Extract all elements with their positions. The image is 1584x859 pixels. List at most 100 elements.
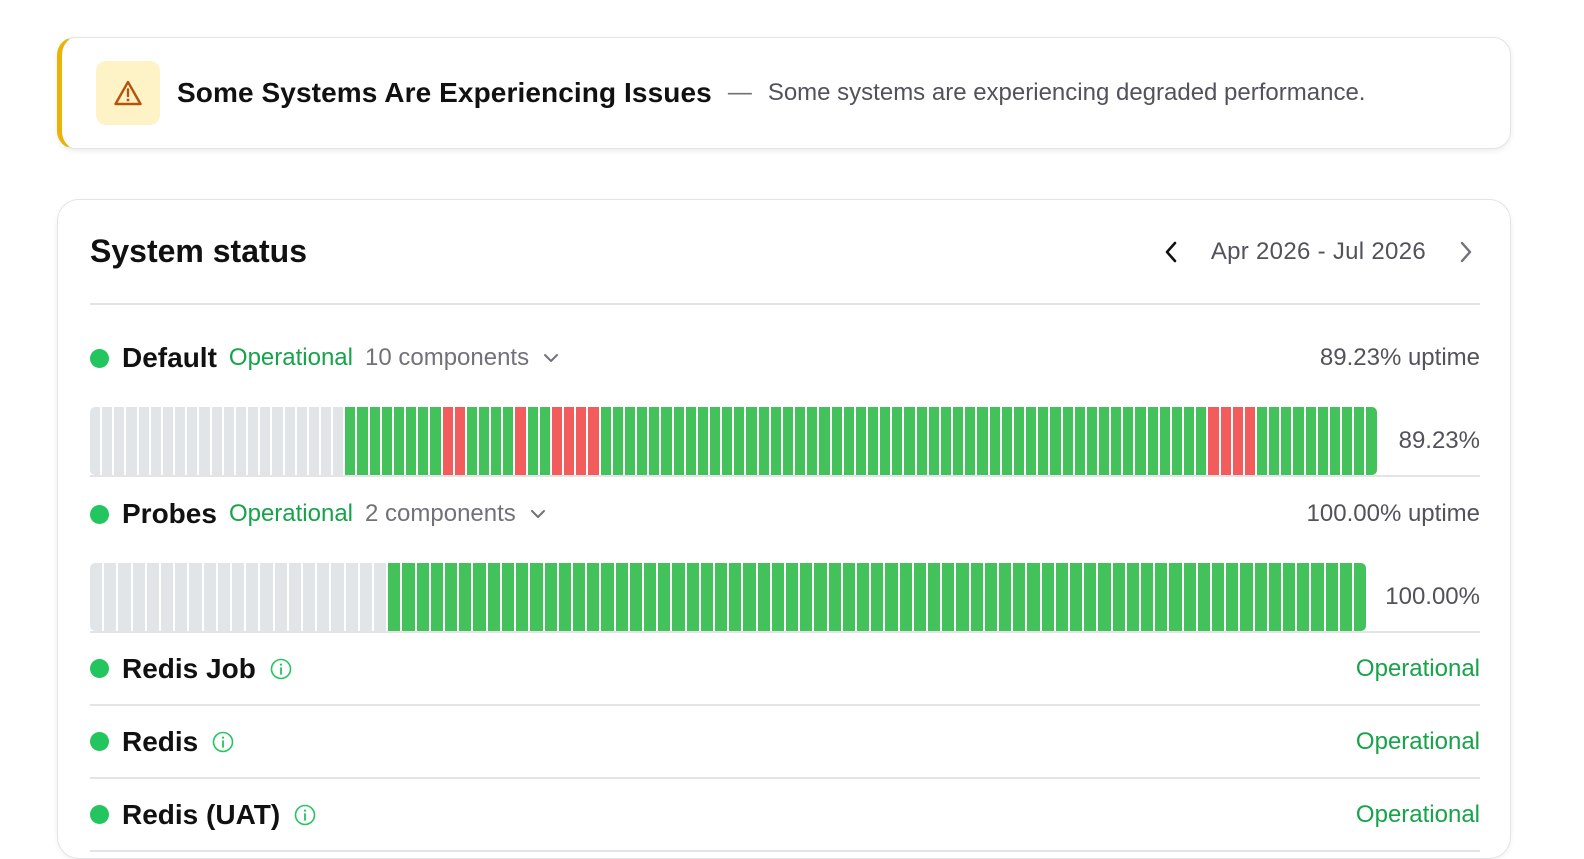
day-bar-operational[interactable] [856, 563, 870, 631]
day-bar-operational[interactable] [1311, 563, 1324, 631]
day-bar-operational[interactable] [479, 407, 490, 475]
day-bar-operational[interactable] [1098, 407, 1110, 475]
day-bar-operational[interactable] [1123, 407, 1134, 475]
day-bar-operational[interactable] [501, 563, 515, 631]
day-bar-operational[interactable] [643, 563, 657, 631]
day-bar-operational[interactable] [1070, 563, 1083, 631]
day-bar-operational[interactable] [418, 407, 429, 475]
day-bar-no-data[interactable] [138, 407, 149, 475]
day-bar-operational[interactable] [629, 563, 642, 631]
day-bar-no-data[interactable] [150, 407, 161, 475]
day-bar-outage[interactable] [515, 407, 526, 475]
day-bar-no-data[interactable] [187, 407, 198, 475]
day-bar-operational[interactable] [1268, 563, 1282, 631]
day-bar-operational[interactable] [770, 407, 781, 475]
day-bar-operational[interactable] [1038, 407, 1049, 475]
day-bar-operational[interactable] [697, 407, 708, 475]
day-bar-operational[interactable] [965, 407, 976, 475]
day-bar-operational[interactable] [709, 407, 721, 475]
day-bar-operational[interactable] [892, 407, 903, 475]
day-bar-no-data[interactable] [203, 563, 216, 631]
day-bar-operational[interactable] [807, 407, 818, 475]
day-bar-operational[interactable] [1171, 407, 1183, 475]
day-bar-operational[interactable] [516, 563, 529, 631]
day-bar-no-data[interactable] [248, 407, 259, 475]
day-bar-no-data[interactable] [199, 407, 210, 475]
day-bar-operational[interactable] [868, 407, 879, 475]
day-bar-operational[interactable] [649, 407, 660, 475]
day-bar-operational[interactable] [1041, 563, 1054, 631]
day-bar-operational[interactable] [1184, 407, 1195, 475]
day-bar-operational[interactable] [381, 407, 392, 475]
day-bar-operational[interactable] [1111, 407, 1122, 475]
day-bar-operational[interactable] [416, 563, 429, 631]
day-bar-operational[interactable] [1074, 407, 1085, 475]
day-bar-operational[interactable] [828, 563, 841, 631]
day-bar-operational[interactable] [899, 563, 912, 631]
day-bar-operational[interactable] [601, 563, 614, 631]
day-bar-operational[interactable] [1159, 407, 1170, 475]
day-bar-operational[interactable] [977, 407, 988, 475]
day-bar-operational[interactable] [953, 407, 964, 475]
day-bar-no-data[interactable] [104, 563, 117, 631]
day-bar-operational[interactable] [1155, 563, 1168, 631]
day-bar-operational[interactable] [734, 407, 745, 475]
day-bar-operational[interactable] [928, 407, 939, 475]
day-bar-operational[interactable] [1062, 407, 1073, 475]
day-bar-no-data[interactable] [331, 563, 344, 631]
day-bar-operational[interactable] [430, 563, 444, 631]
day-bar-operational[interactable] [785, 563, 799, 631]
day-bar-no-data[interactable] [308, 407, 319, 475]
day-bar-operational[interactable] [814, 563, 827, 631]
day-bar-no-data[interactable] [359, 563, 373, 631]
day-bar-operational[interactable] [1001, 407, 1012, 475]
day-bar-no-data[interactable] [102, 407, 113, 475]
day-bar-operational[interactable] [624, 407, 636, 475]
day-bar-operational[interactable] [1293, 407, 1304, 475]
day-bar-operational[interactable] [1086, 407, 1097, 475]
day-bar-operational[interactable] [700, 563, 713, 631]
day-bar-no-data[interactable] [118, 563, 131, 631]
day-bar-operational[interactable] [393, 407, 405, 475]
day-bar-operational[interactable] [1013, 563, 1026, 631]
day-bar-operational[interactable] [970, 563, 983, 631]
day-bar-operational[interactable] [615, 563, 628, 631]
day-bar-operational[interactable] [544, 563, 557, 631]
day-bar-operational[interactable] [430, 407, 441, 475]
day-bar-operational[interactable] [672, 563, 685, 631]
day-bar-operational[interactable] [600, 407, 611, 475]
component-row-redis-job[interactable]: Redis Job Operational [90, 633, 1480, 706]
day-bar-operational[interactable] [487, 563, 500, 631]
day-bar-operational[interactable] [1084, 563, 1097, 631]
info-button[interactable] [270, 658, 292, 680]
day-bar-operational[interactable] [757, 563, 770, 631]
day-bar-operational[interactable] [714, 563, 728, 631]
day-bar-outage[interactable] [1208, 407, 1219, 475]
day-bar-operational[interactable] [357, 407, 368, 475]
day-bar-no-data[interactable] [260, 407, 271, 475]
day-bar-no-data[interactable] [146, 563, 160, 631]
day-bar-operational[interactable] [1283, 563, 1296, 631]
day-bar-operational[interactable] [491, 407, 502, 475]
day-bar-operational[interactable] [1197, 563, 1211, 631]
day-bar-no-data[interactable] [189, 563, 202, 631]
day-bar-operational[interactable] [1050, 407, 1061, 475]
day-bar-no-data[interactable] [126, 407, 137, 475]
day-bar-operational[interactable] [1135, 407, 1146, 475]
day-bar-operational[interactable] [729, 563, 742, 631]
day-bar-no-data[interactable] [175, 563, 188, 631]
day-bar-operational[interactable] [984, 563, 997, 631]
expand-components-toggle[interactable]: 2 components [365, 500, 546, 528]
day-bar-operational[interactable] [1317, 407, 1328, 475]
day-bar-operational[interactable] [1147, 407, 1158, 475]
day-bar-operational[interactable] [1366, 407, 1377, 475]
day-bar-no-data[interactable] [223, 407, 234, 475]
day-bar-operational[interactable] [1141, 563, 1154, 631]
day-bar-no-data[interactable] [90, 563, 103, 631]
day-bar-no-data[interactable] [333, 407, 344, 475]
day-bar-no-data[interactable] [284, 407, 295, 475]
day-bar-operational[interactable] [466, 407, 477, 475]
previous-range-button[interactable] [1157, 238, 1185, 266]
day-bar-operational[interactable] [758, 407, 769, 475]
day-bar-no-data[interactable] [272, 407, 283, 475]
